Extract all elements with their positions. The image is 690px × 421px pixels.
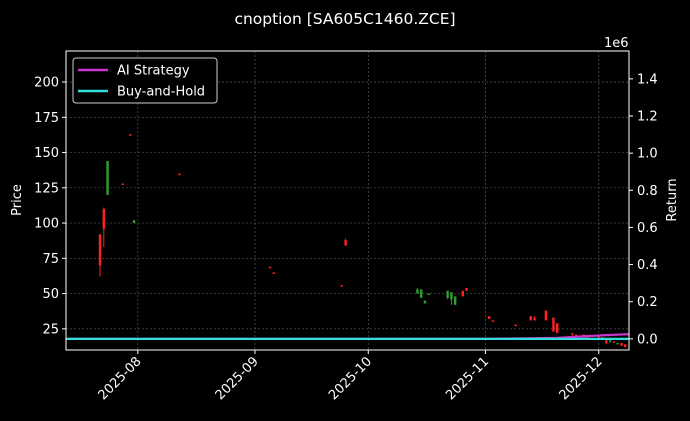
legend-box: [72, 57, 218, 104]
candle-body: [487, 316, 491, 319]
y-tick-label: 150: [34, 146, 59, 161]
y-tick-label: 175: [34, 111, 59, 126]
candle-body: [544, 310, 548, 321]
candle-body: [574, 334, 578, 336]
candle-body: [102, 208, 105, 229]
candle-body: [106, 161, 109, 195]
candle-body: [514, 324, 517, 327]
grid: [66, 51, 629, 350]
candle-body: [129, 134, 132, 136]
candle-body: [465, 287, 468, 291]
candle-body: [453, 296, 457, 305]
candle-body: [423, 300, 427, 304]
y-tick-label: 100: [34, 217, 59, 232]
candle-body: [450, 292, 453, 300]
right-y-axis: 0.0 0.2 0.4 0.6 0.8 1.0 1.2 1.4: [629, 72, 658, 347]
right-tick-label: 0.6: [637, 221, 658, 236]
right-tick-label: 1.4: [637, 72, 658, 87]
right-axis-label: Return: [665, 178, 680, 221]
y-tick-label: 75: [42, 252, 59, 267]
candle-body: [178, 173, 181, 176]
y-tick-label: 25: [42, 322, 59, 337]
candle-body: [571, 333, 574, 335]
x-tick-label: 2025-11: [443, 354, 492, 403]
x-tick-label: 2025-09: [213, 354, 262, 403]
y-tick-label: 200: [34, 76, 59, 91]
right-tick-label: 0.4: [637, 258, 658, 273]
right-tick-label: 0.2: [637, 295, 658, 310]
y-tick-label: 125: [34, 181, 59, 196]
candle-body: [121, 183, 124, 185]
left-axis-label: Price: [10, 184, 25, 216]
y-tick-label: 50: [42, 287, 59, 302]
right-tick-label: 0.0: [637, 332, 658, 347]
candle-body: [416, 289, 419, 294]
x-tick-label: 2025-08: [96, 354, 145, 403]
candle-body: [427, 293, 430, 295]
legend-label: AI Strategy: [117, 64, 190, 79]
candle-body: [582, 334, 585, 336]
candle-body: [272, 272, 276, 274]
candle-body: [461, 290, 464, 297]
candle-body: [344, 239, 347, 246]
candle-body: [446, 290, 449, 298]
candle-body: [608, 340, 612, 342]
candle-body: [597, 335, 600, 338]
left-y-axis: 25 50 75 100 125 150 175 200: [34, 76, 66, 337]
right-axis-offset-label: 1e6: [604, 36, 629, 51]
x-axis: 2025-08 2025-09 2025-10 2025-11 2025-12: [96, 350, 606, 403]
return-lines: [66, 333, 630, 340]
chart-title: cnoption [SA605C1460.ZCE]: [234, 10, 455, 28]
candle-body: [616, 342, 619, 345]
candle-body: [340, 285, 344, 287]
legend[interactable]: AI Strategy Buy-and-Hold: [72, 57, 218, 104]
plot-frame: [65, 50, 630, 351]
candle-body: [605, 340, 608, 343]
candle-body: [556, 323, 559, 334]
candle-body: [98, 234, 102, 266]
candle-body: [533, 317, 536, 321]
candle-body: [612, 341, 616, 343]
candle-body: [529, 316, 532, 321]
right-tick-label: 0.8: [637, 184, 658, 199]
candle-body: [491, 320, 495, 322]
x-tick-label: 2025-12: [557, 354, 606, 403]
candle-body: [620, 342, 623, 346]
candle-body: [268, 266, 272, 269]
candle-body: [552, 317, 555, 332]
right-tick-label: 1.0: [637, 147, 658, 162]
right-tick-label: 1.2: [637, 110, 658, 125]
legend-label: Buy-and-Hold: [117, 85, 205, 100]
candle-body: [624, 344, 627, 348]
candles: [98, 134, 627, 348]
candle-body: [132, 220, 136, 224]
candle-body: [419, 289, 423, 298]
x-tick-label: 2025-10: [326, 354, 375, 403]
